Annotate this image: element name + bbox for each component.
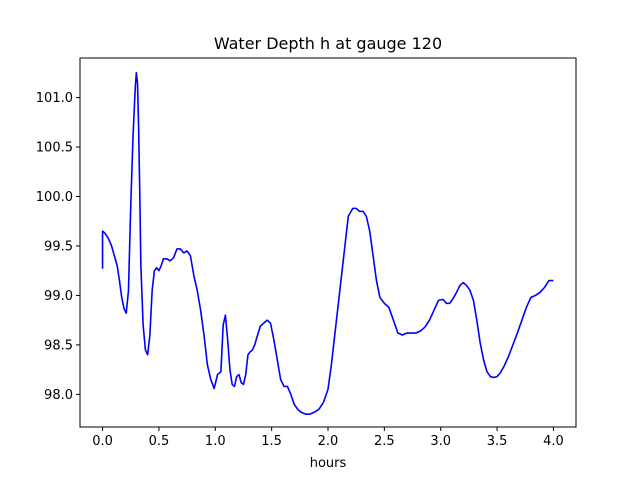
y-tick-label: 100.0 xyxy=(36,190,73,205)
water-depth-line xyxy=(101,72,554,415)
y-tick-label: 98.0 xyxy=(44,388,73,403)
y-tick-label: 98.5 xyxy=(44,338,73,353)
y-tick-label: 100.5 xyxy=(36,141,73,156)
y-tick-label: 101.0 xyxy=(36,91,73,106)
plot-area: 0.0 0.5 1.0 1.5 2.0 2.5 3.0 3.5 4.0 98.0 98.5 99.0 9… xyxy=(36,57,577,449)
x-tick-label: 0.5 xyxy=(149,434,170,449)
x-axis-label: hours xyxy=(310,456,347,471)
x-tick-label: 3.0 xyxy=(430,434,451,449)
x-tick-label: 2.5 xyxy=(374,434,395,449)
x-tick-label: 1.0 xyxy=(205,434,226,449)
x-tick-label: 1.5 xyxy=(261,434,282,449)
x-tick-label: 2.0 xyxy=(318,434,339,449)
x-tick-label: 3.5 xyxy=(487,434,508,449)
chart-title: Water Depth h at gauge 120 xyxy=(214,34,442,53)
x-tick-label: 4.0 xyxy=(543,434,564,449)
y-tick-label: 99.5 xyxy=(44,239,73,254)
y-tick-label: 99.0 xyxy=(44,289,73,304)
x-tick-label: 0.0 xyxy=(92,434,113,449)
